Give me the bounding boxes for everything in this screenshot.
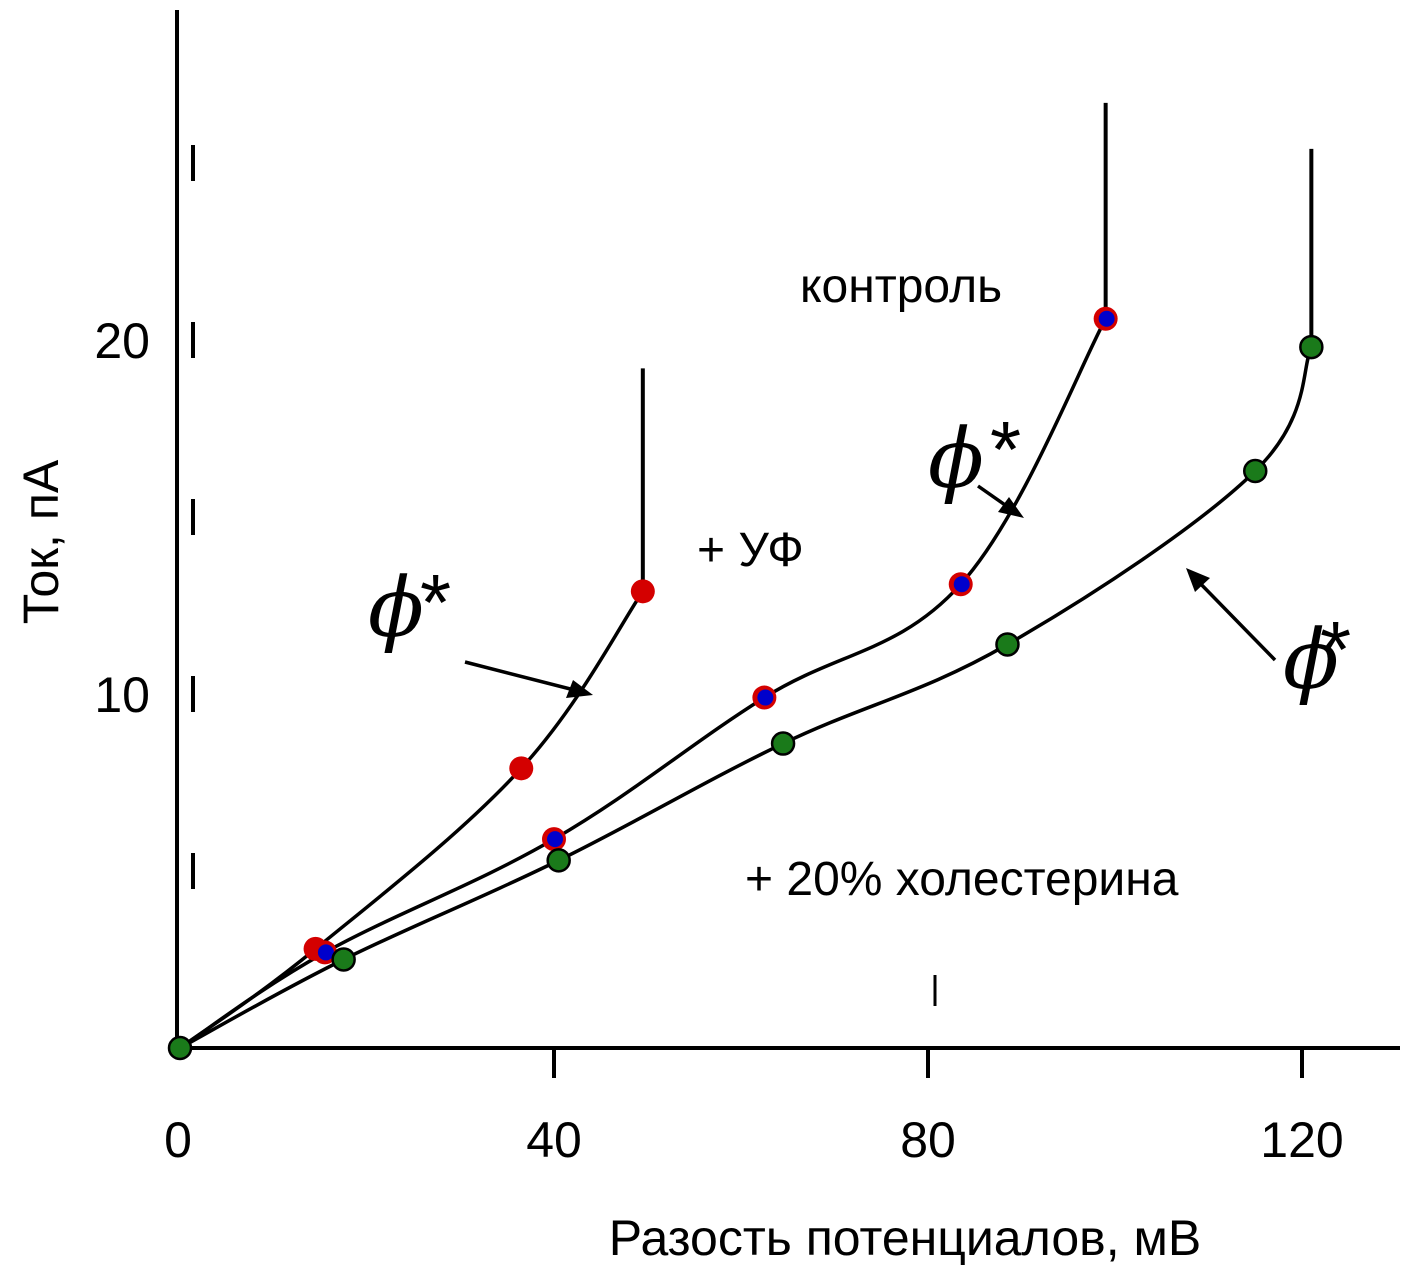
data-point (772, 733, 794, 755)
data-point (1300, 336, 1322, 358)
phi-star-cholesterol: ϕ * (1186, 568, 1351, 708)
cholesterol-label: + 20% холестерина (745, 853, 1179, 906)
uv-label: + УФ (697, 524, 804, 577)
data-point-core (954, 576, 970, 592)
breakdown-lines (643, 103, 1312, 592)
phi-arrow (1192, 575, 1275, 660)
x-tick-label: 120 (1260, 1112, 1343, 1168)
phi-symbol: ϕ (928, 412, 984, 507)
y-tick-label: 20 (94, 313, 150, 369)
data-point-core (547, 831, 563, 847)
axis-ticks (193, 145, 1302, 1078)
y-axis-title: Ток, пА (13, 459, 69, 624)
data-point-core (757, 690, 773, 706)
series-curves (180, 319, 1311, 1048)
series-curve (180, 591, 643, 1048)
data-point (1244, 460, 1266, 482)
phi-arrow (465, 662, 586, 693)
phi-star-uv: ϕ * (368, 558, 593, 698)
arrowhead-icon (998, 497, 1024, 518)
star-symbol: * (990, 405, 1021, 494)
star-symbol: * (1320, 605, 1351, 694)
x-tick-label: 0 (164, 1112, 192, 1168)
arrowhead-icon (566, 680, 593, 698)
data-point (509, 756, 533, 780)
star-symbol: * (420, 558, 451, 647)
series-curve (180, 347, 1311, 1048)
phi-star-control: ϕ * (928, 405, 1024, 518)
data-point (631, 579, 655, 603)
tick-labels: 0 40 80 120 10 20 (94, 313, 1343, 1168)
data-point (333, 949, 355, 971)
data-point (548, 849, 570, 871)
x-axis-title: Разость потенциалов, мВ (609, 1210, 1201, 1265)
data-point (169, 1037, 191, 1059)
data-point-core (1099, 311, 1115, 327)
control-label: контроль (800, 260, 1002, 313)
x-tick-label: 80 (900, 1112, 956, 1168)
data-point (996, 633, 1018, 655)
x-tick-label: 40 (526, 1112, 582, 1168)
y-tick-label: 10 (94, 667, 150, 723)
series-markers (169, 307, 1322, 1059)
phi-symbol: ϕ (368, 561, 424, 656)
